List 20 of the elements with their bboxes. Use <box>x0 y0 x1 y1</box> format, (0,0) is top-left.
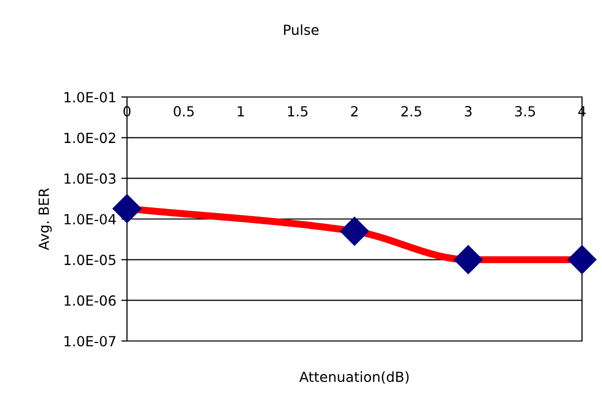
y-tick-label: 1.0E-03 <box>64 173 116 184</box>
x-tick-label: 3 <box>464 106 472 117</box>
x-tick-label: 2 <box>351 106 358 116</box>
x-tick-label: 1.5 <box>288 106 308 117</box>
y-tick-label: 1.0E-02 <box>64 132 116 144</box>
point <box>568 245 596 274</box>
point <box>340 216 369 246</box>
point <box>454 245 483 274</box>
y-tick-label: 1.0E-01 <box>64 92 116 102</box>
chart-title: Pulse <box>284 24 319 36</box>
y-tick-label: 1.0E-04 <box>64 214 116 224</box>
y-tick-label: 1.0E-05 <box>64 254 116 266</box>
x-tick-label: 1 <box>238 106 244 116</box>
x-tick-label: 3.5 <box>515 106 535 117</box>
x-axis-title: Attenuation(dB) <box>299 371 409 384</box>
x-tick-label: 2.5 <box>401 106 422 117</box>
y-tick-label: 1.0E-06 <box>64 295 116 306</box>
x-tick-label: 0.5 <box>174 106 194 117</box>
y-axis-title: Avg. BER <box>38 188 52 250</box>
y-tick-label: 1.0E-07 <box>64 336 116 346</box>
